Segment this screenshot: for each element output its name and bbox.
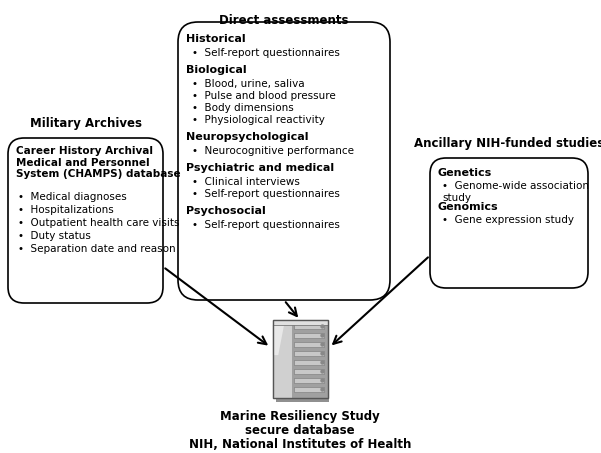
Text: secure database: secure database — [245, 424, 355, 437]
Text: •  Gene expression study: • Gene expression study — [442, 215, 574, 225]
Circle shape — [321, 343, 324, 346]
Bar — [294, 360, 323, 365]
Circle shape — [321, 352, 324, 355]
Bar — [272, 320, 291, 398]
Text: •  Separation date and reason: • Separation date and reason — [18, 244, 175, 254]
Circle shape — [321, 379, 324, 382]
Text: •  Genome-wide association
study: • Genome-wide association study — [442, 181, 589, 202]
Text: Genomics: Genomics — [438, 202, 499, 212]
FancyBboxPatch shape — [8, 138, 163, 303]
FancyBboxPatch shape — [178, 22, 390, 300]
Text: Historical: Historical — [186, 34, 246, 44]
Bar — [275, 398, 329, 402]
Text: Career History Archival
Medical and Personnel
System (CHAMPS) database: Career History Archival Medical and Pers… — [16, 146, 181, 179]
Text: •  Pulse and blood pressure: • Pulse and blood pressure — [192, 91, 336, 101]
FancyBboxPatch shape — [430, 158, 588, 288]
Text: NIH, National Institutes of Health: NIH, National Institutes of Health — [189, 438, 411, 451]
Text: Biological: Biological — [186, 65, 246, 75]
Bar — [294, 369, 323, 374]
Text: Marine Resiliency Study: Marine Resiliency Study — [220, 410, 380, 423]
Text: •  Duty status: • Duty status — [18, 231, 91, 241]
FancyBboxPatch shape — [272, 320, 328, 398]
Bar — [294, 333, 323, 338]
Text: Ancillary NIH-funded studies: Ancillary NIH-funded studies — [414, 137, 601, 150]
Circle shape — [321, 361, 324, 364]
Text: •  Physiological reactivity: • Physiological reactivity — [192, 115, 325, 125]
Bar — [294, 378, 323, 383]
Text: •  Hospitalizations: • Hospitalizations — [18, 205, 114, 215]
Bar — [294, 324, 323, 329]
Text: •  Blood, urine, saliva: • Blood, urine, saliva — [192, 79, 305, 89]
Circle shape — [321, 388, 324, 391]
Bar — [294, 387, 323, 392]
Text: •  Body dimensions: • Body dimensions — [192, 103, 294, 113]
Text: Psychosocial: Psychosocial — [186, 206, 266, 216]
Bar — [272, 320, 328, 325]
Text: Direct assessments: Direct assessments — [219, 14, 349, 27]
Bar — [294, 342, 323, 347]
Circle shape — [321, 334, 324, 337]
Circle shape — [321, 325, 324, 328]
Circle shape — [321, 370, 324, 373]
Text: •  Self-report questionnaires: • Self-report questionnaires — [192, 48, 340, 58]
Text: •  Medical diagnoses: • Medical diagnoses — [18, 192, 127, 202]
Bar — [294, 351, 323, 356]
Text: Neuropsychological: Neuropsychological — [186, 132, 308, 142]
Text: •  Clinical interviews: • Clinical interviews — [192, 177, 300, 187]
Text: •  Neurocognitive performance: • Neurocognitive performance — [192, 146, 354, 156]
Text: Genetics: Genetics — [438, 168, 492, 178]
Text: Psychiatric and medical: Psychiatric and medical — [186, 163, 334, 173]
Bar — [291, 320, 328, 398]
Text: •  Self-report questionnaires: • Self-report questionnaires — [192, 220, 340, 230]
Text: Military Archives: Military Archives — [29, 117, 141, 130]
Polygon shape — [272, 325, 284, 355]
Text: •  Self-report questionnaires: • Self-report questionnaires — [192, 189, 340, 199]
Text: •  Outpatient health care visits: • Outpatient health care visits — [18, 218, 180, 228]
